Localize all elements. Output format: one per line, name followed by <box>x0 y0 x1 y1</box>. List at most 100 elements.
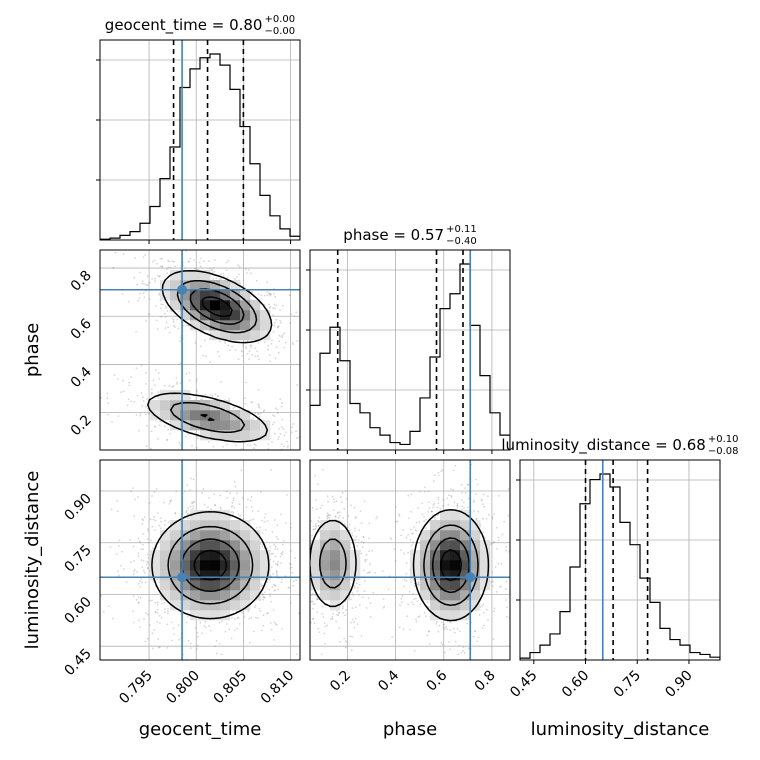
sample-point <box>467 483 470 486</box>
sample-point <box>179 382 182 384</box>
density-cell <box>170 280 181 291</box>
sample-point <box>113 374 116 376</box>
sample-point <box>354 516 357 518</box>
sample-point <box>314 594 317 597</box>
sample-point <box>202 668 204 670</box>
sample-point <box>241 355 244 357</box>
hist-panel-luminosity_distance <box>516 459 721 664</box>
sample-point <box>482 624 485 627</box>
sample-point <box>272 307 274 310</box>
sample-point <box>472 635 475 638</box>
density-cell <box>460 550 471 561</box>
sample-point <box>467 647 470 650</box>
sample-point <box>343 507 346 510</box>
density-cell <box>180 420 191 431</box>
sample-point <box>302 453 304 455</box>
sample-point <box>142 548 144 551</box>
pair-frame <box>99 249 301 451</box>
sample-point <box>456 502 459 505</box>
density-cell <box>340 590 351 601</box>
density-cell <box>470 570 481 581</box>
density-cell <box>470 580 481 591</box>
sample-point <box>137 552 140 555</box>
sample-point <box>159 420 161 423</box>
density-cell <box>220 400 231 411</box>
x-tick-label: 0.2 <box>327 668 354 695</box>
sample-point <box>276 326 279 329</box>
sample-point <box>249 499 252 502</box>
density-cell <box>200 270 211 281</box>
sample-point <box>246 272 248 274</box>
sample-point <box>167 521 170 524</box>
sample-point <box>263 516 266 519</box>
density-cell <box>190 290 201 301</box>
sample-point <box>277 438 280 440</box>
density-cell <box>470 600 481 611</box>
sample-point <box>351 592 354 594</box>
sample-point <box>117 544 120 547</box>
sample-point <box>221 620 223 623</box>
density-cell <box>250 540 261 551</box>
sample-point <box>282 445 285 448</box>
sample-point <box>261 593 264 596</box>
sample-point <box>219 508 222 510</box>
sample-point <box>236 617 239 620</box>
x-tick-label: 0.805 <box>211 668 251 708</box>
sample-point <box>279 513 282 516</box>
sample-point <box>269 622 272 624</box>
sample-point <box>314 474 317 477</box>
truth-marker <box>465 572 476 583</box>
sample-point <box>345 609 347 611</box>
sample-point <box>158 646 161 648</box>
sample-point <box>365 558 368 561</box>
sample-point <box>279 555 282 558</box>
sample-point <box>445 625 447 628</box>
density-cell <box>240 580 251 591</box>
density-cell <box>260 320 271 331</box>
sample-point <box>273 519 276 521</box>
sample-point <box>366 572 369 574</box>
sample-point <box>201 492 204 494</box>
sample-point <box>452 469 455 472</box>
density-cell <box>470 550 481 561</box>
hist-panel-geocent_time <box>96 39 301 244</box>
density-cell <box>180 590 191 601</box>
sample-point <box>326 495 329 498</box>
density-cell <box>410 550 421 561</box>
sample-point <box>360 552 363 555</box>
sample-point <box>232 497 235 500</box>
panel-title-phase: phase = 0.57 +0.11−0.40 <box>343 224 476 247</box>
density-cell <box>190 400 201 411</box>
sample-point <box>481 605 484 607</box>
sample-point <box>106 392 109 395</box>
density-cell <box>210 560 221 571</box>
sample-point <box>162 304 164 306</box>
sample-point <box>148 413 150 416</box>
sample-point <box>274 295 277 298</box>
sample-point <box>154 369 157 371</box>
sample-point <box>250 616 253 619</box>
sample-point <box>314 527 317 530</box>
x-tick-label: 0.795 <box>116 668 156 708</box>
sample-point <box>176 383 178 385</box>
sample-point <box>328 516 330 519</box>
density-cell <box>190 420 201 431</box>
sample-point <box>202 488 205 490</box>
panel-title-plus: +0.00 <box>265 14 296 25</box>
sample-point <box>487 495 489 497</box>
sample-point <box>317 483 319 486</box>
sample-point <box>134 498 137 501</box>
sample-point <box>421 513 424 516</box>
sample-point <box>172 319 175 321</box>
sample-point <box>215 639 218 642</box>
density-cell <box>220 530 231 541</box>
sample-point <box>340 501 343 503</box>
sample-point <box>505 580 508 583</box>
density-cell <box>240 300 251 311</box>
sample-point <box>201 234 203 236</box>
sample-point <box>281 543 284 546</box>
sample-point <box>203 339 206 342</box>
density-cell <box>310 540 321 551</box>
sample-point <box>148 599 151 602</box>
sample-point <box>226 497 229 499</box>
